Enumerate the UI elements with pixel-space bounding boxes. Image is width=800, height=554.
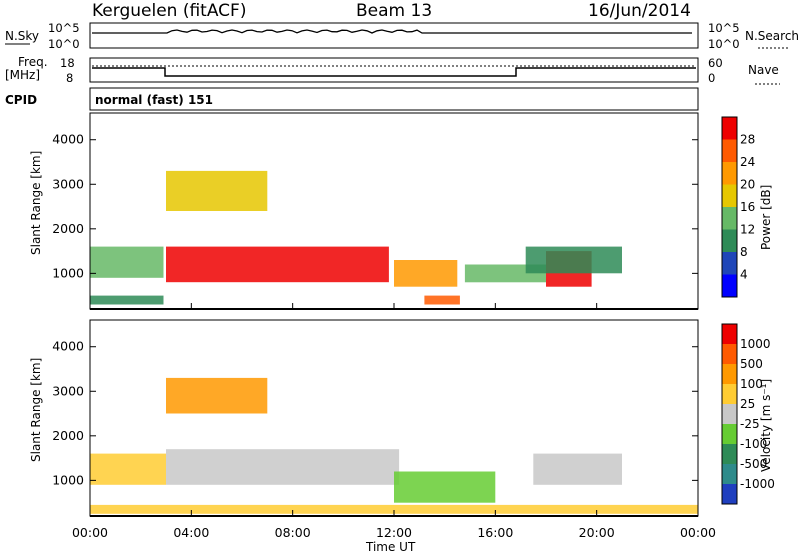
- power-region-0: [90, 246, 164, 278]
- velocity-colorbar-swatch-5: [722, 424, 737, 445]
- power-heatmap: [90, 170, 622, 305]
- power-region-2: [166, 170, 268, 211]
- velocity-region-0: [90, 453, 166, 485]
- velocity-ytick-label-2: 3000: [52, 383, 84, 398]
- power-colorbar-tick-0: 4: [740, 268, 748, 282]
- noise-panel-frame: [89, 22, 699, 49]
- power-colorbar-label: Power [dB]: [759, 185, 773, 250]
- power-ytick-label-2: 3000: [52, 176, 84, 191]
- velocity-colorbar-swatch-4: [722, 404, 737, 425]
- velocity-colorbar-frame: [721, 323, 738, 505]
- power-colorbar-swatch-5: [722, 229, 737, 253]
- noise-left-label: N.Sky: [5, 29, 39, 43]
- freq-tick-top: 18: [60, 56, 75, 70]
- station-title: Kerguelen (fitACF): [92, 1, 246, 21]
- x-tick-label-2: 08:00: [275, 525, 311, 540]
- power-colorbar-swatch-2: [722, 162, 737, 185]
- power-colorbar-tick-6: 28: [740, 133, 755, 147]
- x-tick-label-1: 04:00: [173, 525, 209, 540]
- power-region-3: [166, 246, 389, 283]
- power-colorbar-tick-1: 8: [740, 245, 748, 259]
- freq-panel-frame: [89, 57, 699, 83]
- freq-trace: [92, 67, 696, 77]
- noise-left-tick-top: 10^5: [48, 21, 80, 35]
- noise-right-label: N.Search: [745, 29, 799, 43]
- velocity-colorbar-tick-1: 500: [740, 357, 763, 371]
- power-colorbar: 4 8 12 16 20 24 28: [721, 116, 755, 298]
- velocity-ytick-label-3: 4000: [52, 339, 84, 354]
- nave-tick-top: 60: [708, 56, 723, 70]
- beam-title: Beam 13: [356, 1, 432, 21]
- velocity-region-2: [166, 377, 268, 414]
- power-region-5: [424, 295, 460, 305]
- power-ytick-label-3: 4000: [52, 132, 84, 147]
- velocity-colorbar-swatch-8: [722, 484, 737, 505]
- noise-right-tick-bottom: 10^0: [708, 37, 740, 51]
- date-title: 16/Jun/2014: [588, 1, 691, 21]
- velocity-colorbar-swatch-0: [722, 324, 737, 345]
- power-region-4: [394, 260, 458, 287]
- power-colorbar-tick-3: 16: [740, 200, 755, 214]
- velocity-colorbar-swatch-3: [722, 384, 737, 405]
- x-tick-label-6: 00:00: [680, 525, 716, 540]
- power-y-axis: 1000 2000 3000 4000: [52, 132, 698, 280]
- velocity-colorbar-tick-7: -1000: [740, 477, 775, 491]
- power-colorbar-tick-2: 12: [740, 223, 755, 237]
- freq-label-2: [MHz]: [5, 68, 40, 82]
- power-region-8: [525, 246, 622, 274]
- velocity-colorbar-tick-5: -100: [740, 437, 767, 451]
- power-colorbar-swatch-7: [722, 274, 737, 298]
- velocity-region-5: [90, 504, 698, 514]
- velocity-colorbar-tick-3: 25: [740, 397, 755, 411]
- power-colorbar-tick-5: 24: [740, 155, 755, 169]
- time-x-axis: 00:00 04:00 08:00 12:00 16:00 20:00 00:00: [72, 303, 716, 540]
- nave-label: Nave: [748, 63, 779, 77]
- velocity-colorbar-swatch-2: [722, 364, 737, 385]
- velocity-region-1: [166, 449, 400, 485]
- velocity-y-axis: 1000 2000 3000 4000: [52, 339, 698, 487]
- power-colorbar-tick-4: 20: [740, 178, 755, 192]
- x-tick-label-3: 12:00: [376, 525, 412, 540]
- noise-left-tick-bottom: 10^0: [48, 37, 80, 51]
- velocity-heatmap: [90, 377, 698, 514]
- x-tick-label-4: 16:00: [477, 525, 513, 540]
- power-colorbar-swatch-1: [722, 139, 737, 163]
- velocity-colorbar-tick-4: -25: [740, 417, 760, 431]
- noise-right-tick-top: 10^5: [708, 21, 740, 35]
- power-colorbar-frame: [721, 116, 738, 298]
- noise-trace: [92, 29, 692, 34]
- velocity-colorbar-tick-6: -500: [740, 457, 767, 471]
- velocity-ytick-label-1: 2000: [52, 428, 84, 443]
- velocity-colorbar-label: Velocity [m s⁻¹]: [759, 379, 773, 472]
- power-colorbar-swatch-4: [722, 207, 737, 230]
- power-colorbar-swatch-3: [722, 184, 737, 208]
- power-colorbar-swatch-0: [722, 117, 737, 140]
- velocity-region-4: [533, 453, 622, 485]
- x-axis-label: Time UT: [365, 540, 416, 554]
- velocity-colorbar-swatch-7: [722, 464, 737, 485]
- cpid-panel-frame: [89, 87, 699, 111]
- velocity-colorbar-swatch-6: [722, 444, 737, 465]
- power-ytick-label-0: 1000: [52, 265, 84, 280]
- nave-tick-bottom: 0: [708, 71, 715, 85]
- x-tick-label-0: 00:00: [72, 525, 108, 540]
- freq-label-1: Freq.: [18, 55, 48, 69]
- velocity-colorbar-tick-2: 100: [740, 377, 763, 391]
- velocity-ytick-label-0: 1000: [52, 472, 84, 487]
- velocity-colorbar-tick-0: 1000: [740, 337, 771, 351]
- cpid-value: normal (fast) 151: [95, 93, 213, 107]
- velocity-colorbar: 1000 500 100 25 -25 -100 -500 -1000: [721, 323, 775, 505]
- x-tick-label-5: 20:00: [579, 525, 615, 540]
- power-ytick-label-1: 2000: [52, 221, 84, 236]
- power-y-label: Slant Range [km]: [29, 151, 43, 255]
- power-region-1: [90, 295, 164, 305]
- power-colorbar-swatch-6: [722, 252, 737, 275]
- cpid-label: CPID: [5, 93, 37, 107]
- velocity-colorbar-swatch-1: [722, 344, 737, 365]
- velocity-y-label: Slant Range [km]: [29, 358, 43, 462]
- freq-tick-bottom: 8: [66, 71, 73, 85]
- velocity-region-3: [394, 471, 496, 503]
